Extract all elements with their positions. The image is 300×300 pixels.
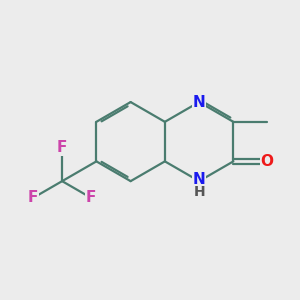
Text: H: H (193, 185, 205, 199)
Text: N: N (193, 172, 206, 187)
Text: N: N (193, 94, 206, 110)
Text: F: F (57, 140, 67, 155)
Text: F: F (28, 190, 38, 206)
Text: O: O (260, 154, 274, 169)
Text: F: F (86, 190, 96, 206)
